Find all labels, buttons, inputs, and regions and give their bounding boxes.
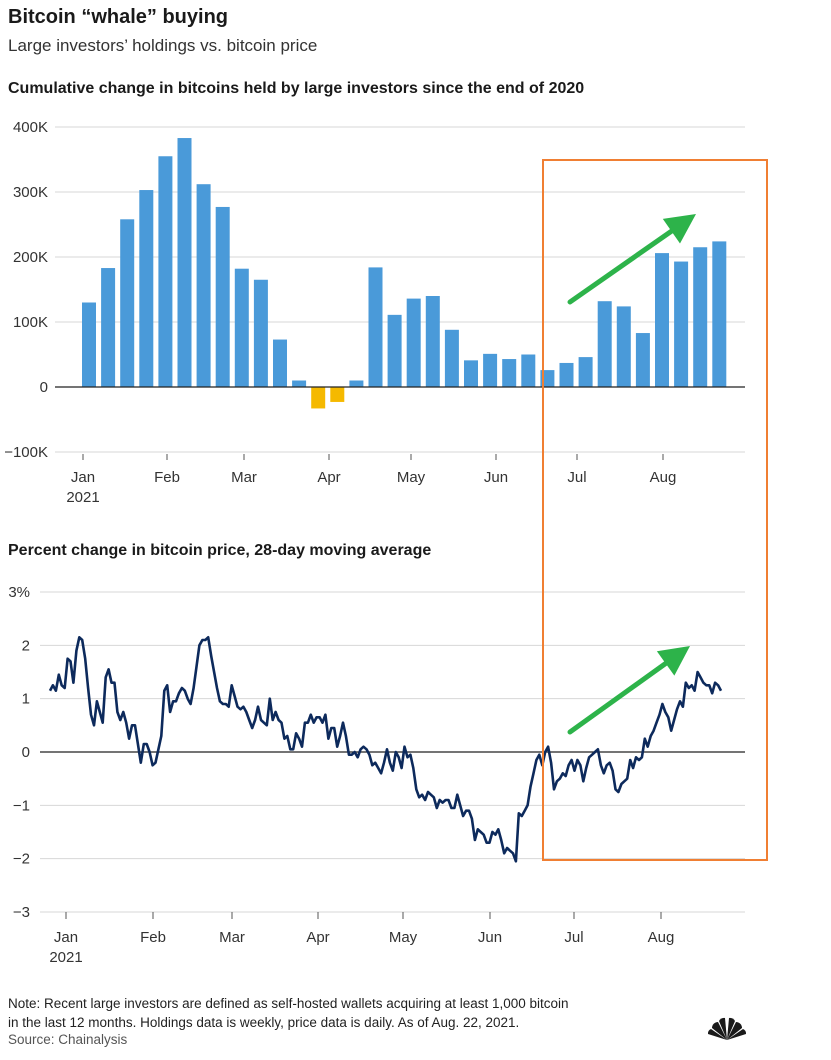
- bar: [597, 301, 612, 387]
- bar: [712, 241, 727, 387]
- footnote-line-2: in the last 12 months. Holdings data is …: [8, 1015, 520, 1030]
- bar-chart-title: Cumulative change in bitcoins held by la…: [8, 80, 585, 97]
- bar: [406, 298, 421, 387]
- bar: [655, 253, 669, 387]
- bar-y-tick-label: 200K: [13, 249, 48, 266]
- chart-title: Bitcoin “whale” buying: [8, 6, 229, 28]
- bar: [444, 329, 459, 387]
- price-up-arrow: [567, 646, 690, 735]
- footnote-line-1: Note: Recent large investors are defined…: [8, 996, 569, 1011]
- price-series-line: [48, 635, 723, 863]
- line-y-tick-label: −1: [13, 797, 30, 814]
- bar: [253, 279, 268, 387]
- bar: [559, 362, 574, 387]
- arrow-head: [662, 214, 696, 244]
- bar: [578, 357, 593, 387]
- bar: [693, 247, 708, 387]
- bar: [273, 339, 287, 387]
- line-x-tick-label: Jan: [54, 929, 78, 946]
- bar: [139, 190, 154, 387]
- bar: [502, 359, 517, 387]
- bar: [521, 354, 536, 387]
- line-chart-title: Percent change in bitcoin price, 28-day …: [8, 542, 432, 559]
- bar: [82, 302, 96, 387]
- line-y-tick-label: 3%: [8, 584, 30, 601]
- line-x-tick-label: Jun: [478, 929, 502, 946]
- bar: [311, 387, 326, 409]
- bar: [635, 333, 650, 387]
- bar: [234, 268, 249, 387]
- line-x-tick-label: Feb: [140, 929, 166, 946]
- bar-y-tick-label: 100K: [13, 314, 48, 331]
- bar-x-tick-label: Aug: [650, 469, 677, 486]
- bar: [483, 353, 498, 387]
- line-x-tick-label: May: [389, 929, 418, 946]
- bar-x-tick-label: Jan: [71, 469, 95, 486]
- line-y-tick-label: 2: [22, 637, 30, 654]
- bar: [215, 206, 230, 387]
- bar: [330, 387, 345, 402]
- bar: [158, 156, 173, 387]
- charts-canvas: −100K 0 100K 200K 300K 400K Jan Feb Mar Apr May Jun…: [4, 119, 768, 966]
- bar: [387, 314, 402, 387]
- bar-x-tick-label: Apr: [317, 469, 340, 486]
- holdings-up-arrow: [567, 214, 696, 305]
- bar-y-tick-label: 0: [40, 379, 48, 396]
- bar-x-tick-label: May: [397, 469, 426, 486]
- bar: [368, 267, 383, 387]
- arrow-head: [656, 646, 690, 676]
- cnbc-peacock-logo: [707, 1017, 747, 1040]
- bar: [196, 184, 211, 387]
- line-y-tick-label: −3: [13, 904, 30, 921]
- line-x-tick-label: Apr: [306, 929, 329, 946]
- arrow-shaft: [567, 659, 670, 735]
- line-x-tick-label: Aug: [648, 929, 675, 946]
- bar-x-tick-label: Jun: [484, 469, 508, 486]
- bar: [425, 296, 440, 387]
- bar: [120, 219, 135, 387]
- arrow-shaft: [567, 227, 676, 305]
- line-x-year-label: 2021: [49, 949, 82, 966]
- line-y-tick-label: −2: [13, 851, 30, 868]
- line-x-tick-label: Jul: [564, 929, 583, 946]
- bar-x-year-label: 2021: [66, 489, 99, 506]
- chart-subtitle: Large investors’ holdings vs. bitcoin pr…: [8, 36, 318, 55]
- bar: [349, 380, 364, 387]
- line-y-tick-label: 1: [22, 691, 30, 708]
- bar-y-tick-label: 300K: [13, 184, 48, 201]
- line-x-tick-label: Mar: [219, 929, 245, 946]
- bar-x-tick-label: Mar: [231, 469, 257, 486]
- highlight-box: [542, 159, 768, 861]
- line-y-tick-label: 0: [22, 744, 30, 761]
- bar: [464, 360, 478, 387]
- bar: [177, 138, 192, 387]
- bar: [674, 261, 689, 387]
- bar: [101, 268, 116, 387]
- source-line: Source: Chainalysis: [8, 1032, 128, 1047]
- bar: [616, 306, 631, 387]
- bar-y-tick-label: −100K: [4, 444, 48, 461]
- bar-y-tick-label: 400K: [13, 119, 48, 136]
- footnote: Note: Recent large investors are defined…: [8, 994, 708, 1032]
- bar: [292, 380, 307, 387]
- bar-x-tick-label: Jul: [567, 469, 586, 486]
- bar-x-tick-label: Feb: [154, 469, 180, 486]
